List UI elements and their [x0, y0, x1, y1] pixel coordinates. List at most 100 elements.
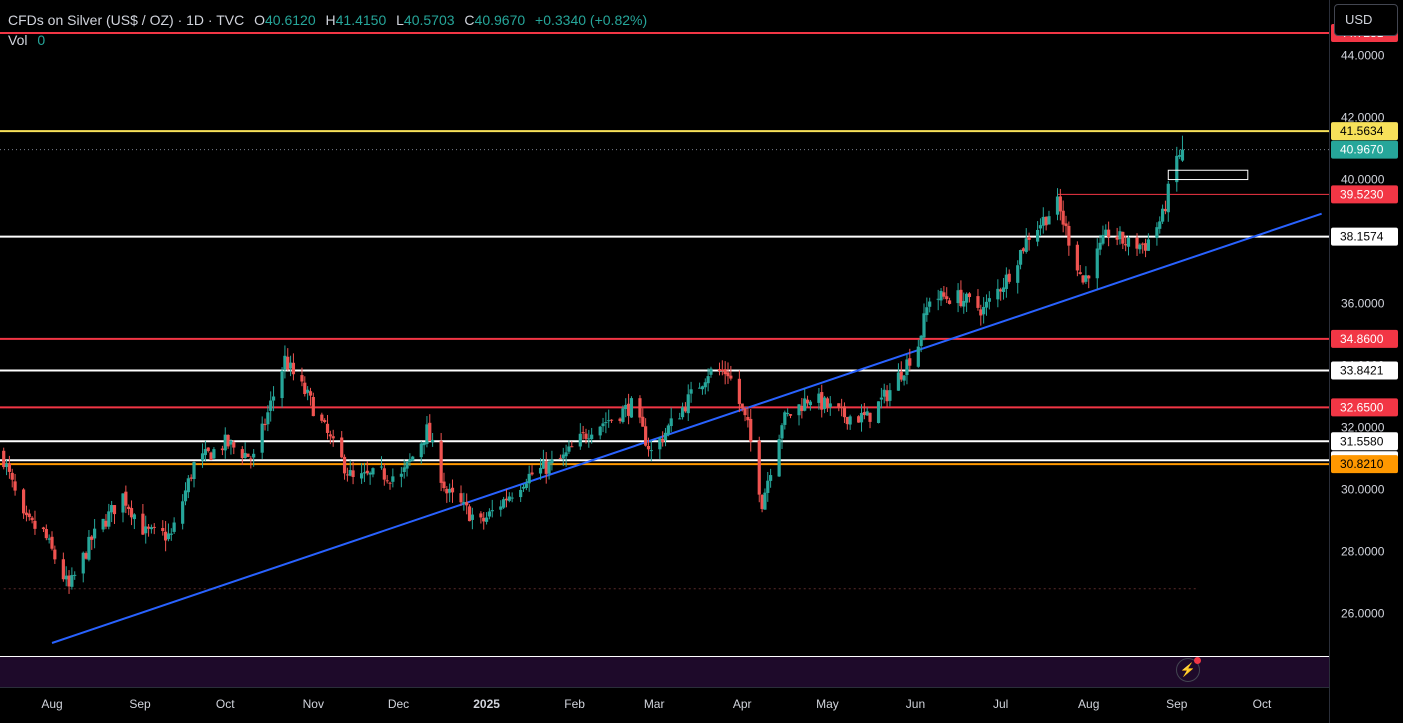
candle-body [209, 452, 213, 461]
volume-label[interactable]: Vol [8, 32, 28, 48]
price-tick-label: 26.0000 [1341, 607, 1385, 621]
lightning-icon[interactable]: ⚡ [1176, 657, 1201, 682]
candle-body [689, 389, 693, 394]
price-label-text: 34.8600 [1340, 332, 1384, 346]
candle-body [425, 424, 429, 444]
candle-body [709, 368, 713, 375]
candle-body [737, 378, 741, 404]
rectangle-box[interactable] [1167, 169, 1249, 181]
candle-body [141, 513, 145, 535]
symbol-legend[interactable]: CFDs on Silver (US$ / OZ) · 1D · TVC O40… [8, 10, 647, 50]
candle-body [166, 533, 171, 540]
candle-body [300, 375, 304, 382]
candle-body [885, 390, 889, 402]
high-label: H [325, 12, 336, 28]
price-label-text: 30.8210 [1340, 457, 1384, 471]
candle-body [112, 505, 117, 515]
close-label: C [464, 12, 475, 28]
candle-body [1118, 231, 1122, 240]
candle-body [1098, 242, 1102, 250]
candle-body [4, 463, 9, 467]
candle-body [323, 420, 327, 422]
candle-body [581, 432, 585, 434]
candle-body [703, 382, 707, 388]
candle-body [448, 488, 452, 493]
candle-body [84, 553, 88, 559]
candle-body [408, 459, 412, 462]
candle-body [800, 405, 804, 412]
candle-body [1021, 248, 1026, 252]
candle-body [757, 440, 761, 495]
candle-body [1158, 221, 1162, 229]
candle-body [541, 460, 545, 469]
trendline[interactable] [51, 212, 1322, 644]
candle-body [252, 453, 256, 458]
candle-body [33, 520, 37, 529]
candle-body [379, 466, 384, 468]
candle-body [996, 288, 1000, 300]
price-tick-label: 32.0000 [1341, 421, 1385, 435]
candle-body [10, 472, 14, 480]
candle-body [842, 406, 847, 418]
candle-body [740, 403, 744, 409]
price-tick-label: 36.0000 [1341, 297, 1385, 311]
time-tick-label: Apr [733, 697, 752, 711]
candle-body [1018, 249, 1023, 265]
time-tick-label: Feb [564, 697, 585, 711]
candle-body [999, 289, 1003, 292]
rectangle-drawing[interactable] [1167, 169, 1249, 181]
candle-body [246, 453, 250, 457]
symbol-title[interactable]: CFDs on Silver (US$ / OZ) · 1D · TVC [8, 12, 245, 28]
currency-button[interactable]: USD [1334, 4, 1398, 36]
price-label-box [1331, 398, 1398, 417]
candle-body [828, 403, 832, 408]
trendline-line[interactable] [51, 212, 1322, 644]
price-label-box [1331, 227, 1398, 246]
low-label: L [396, 12, 404, 28]
candle-body [232, 442, 236, 448]
candle-body [987, 298, 991, 302]
price-label-box [1331, 455, 1398, 474]
candle-body [41, 527, 46, 530]
price-axis[interactable]: 26.000028.000030.000032.000034.000036.00… [1341, 49, 1385, 621]
time-tick-label: 2025 [473, 697, 500, 711]
time-axis[interactable]: Aug Sep Oct Nov Dec 2025 Feb Mar Apr May Jun Jul Aug… [41, 697, 1272, 711]
candle-body [189, 477, 193, 479]
candle-body [465, 502, 469, 506]
candle-body [805, 399, 810, 404]
candle-body [558, 457, 563, 459]
price-tick-label: 30.0000 [1341, 483, 1385, 497]
candle-body [965, 293, 969, 303]
candle-body [200, 453, 205, 461]
price-tick-label: 28.0000 [1341, 545, 1385, 559]
candle-body [121, 493, 125, 513]
candle-body [706, 376, 710, 384]
candle-body [50, 536, 54, 549]
time-tick-label: Dec [388, 697, 409, 711]
candle-body [325, 423, 330, 433]
candle-body [484, 517, 489, 522]
candle-body [487, 511, 492, 517]
candle-body [286, 356, 290, 370]
candle-body [945, 296, 949, 300]
candle-body [967, 293, 972, 298]
price-label-text: 32.6500 [1340, 400, 1384, 414]
candle-body [825, 398, 830, 408]
candle-body [402, 467, 406, 473]
candle-body [181, 501, 185, 524]
candle-body [896, 372, 901, 391]
candle-body [578, 433, 582, 447]
candle-body [1084, 275, 1088, 282]
candle-body [450, 487, 455, 493]
candle-body [470, 514, 474, 520]
candle-body [127, 506, 131, 510]
candle-body [1064, 223, 1068, 227]
candle-body [283, 355, 287, 370]
candle-body [726, 372, 730, 377]
candles [2, 135, 1185, 594]
candle-body [382, 468, 386, 480]
candle-body [1078, 272, 1082, 274]
candle-body [524, 483, 528, 488]
